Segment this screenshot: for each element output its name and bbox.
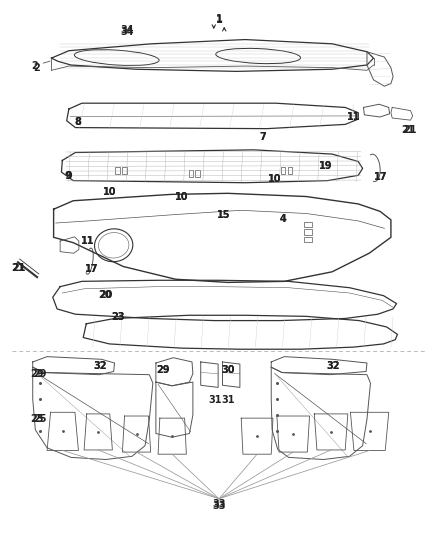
Text: 31: 31 — [208, 395, 221, 405]
Text: 32: 32 — [94, 361, 107, 371]
Text: 29: 29 — [33, 369, 46, 378]
Text: 32: 32 — [326, 361, 340, 371]
Text: 17: 17 — [85, 264, 99, 273]
Text: 23: 23 — [111, 312, 125, 322]
Text: 21: 21 — [12, 263, 25, 272]
Text: 8: 8 — [74, 117, 81, 127]
Text: 31: 31 — [222, 395, 235, 405]
Text: 17: 17 — [374, 172, 388, 182]
Bar — [116, 167, 120, 174]
Text: 10: 10 — [102, 187, 116, 197]
Text: 23: 23 — [111, 312, 125, 322]
Text: 15: 15 — [217, 209, 230, 220]
Text: 9: 9 — [64, 172, 71, 181]
Text: 25: 25 — [30, 414, 44, 424]
Text: 7: 7 — [259, 132, 266, 142]
Text: 9: 9 — [65, 172, 72, 181]
Text: 21: 21 — [11, 263, 25, 272]
Text: 4: 4 — [280, 214, 287, 224]
Text: 20: 20 — [98, 290, 112, 300]
Text: 10: 10 — [102, 187, 116, 197]
Text: 17: 17 — [85, 264, 99, 273]
Text: 10: 10 — [268, 174, 282, 184]
Bar — [195, 170, 200, 177]
Text: 29: 29 — [156, 365, 170, 375]
Text: 7: 7 — [259, 132, 266, 142]
Text: 19: 19 — [319, 161, 332, 171]
Text: 10: 10 — [175, 191, 189, 201]
Bar — [281, 167, 285, 174]
Text: 34: 34 — [121, 25, 134, 35]
Text: 32: 32 — [326, 361, 340, 371]
Text: 33: 33 — [212, 499, 226, 509]
Text: 19: 19 — [319, 161, 332, 171]
Bar — [288, 167, 292, 174]
Bar — [304, 229, 312, 235]
Text: 11: 11 — [347, 112, 360, 122]
Text: 20: 20 — [99, 290, 113, 300]
Text: 30: 30 — [222, 365, 235, 375]
Text: 8: 8 — [74, 117, 81, 127]
Text: 11: 11 — [81, 236, 94, 246]
Text: 21: 21 — [403, 125, 417, 135]
Text: 10: 10 — [268, 174, 282, 184]
Text: 21: 21 — [402, 125, 415, 135]
Bar — [304, 222, 312, 227]
Bar — [122, 167, 127, 174]
Text: 30: 30 — [222, 365, 235, 375]
Text: 10: 10 — [175, 191, 189, 201]
Text: 2: 2 — [33, 63, 39, 72]
Text: 4: 4 — [280, 214, 287, 224]
Text: 33: 33 — [212, 501, 226, 511]
Text: 11: 11 — [81, 236, 94, 246]
Text: 25: 25 — [33, 414, 46, 424]
Text: 17: 17 — [374, 172, 388, 182]
Text: 32: 32 — [94, 361, 107, 371]
Text: 1: 1 — [215, 14, 223, 24]
Text: 15: 15 — [217, 209, 230, 220]
Text: 29: 29 — [30, 369, 44, 378]
Text: 29: 29 — [156, 365, 170, 375]
Text: 1: 1 — [215, 15, 223, 25]
Bar — [304, 237, 312, 242]
Bar — [188, 170, 193, 177]
Text: 11: 11 — [347, 112, 360, 122]
Text: 34: 34 — [121, 27, 134, 37]
Text: 2: 2 — [32, 61, 38, 71]
